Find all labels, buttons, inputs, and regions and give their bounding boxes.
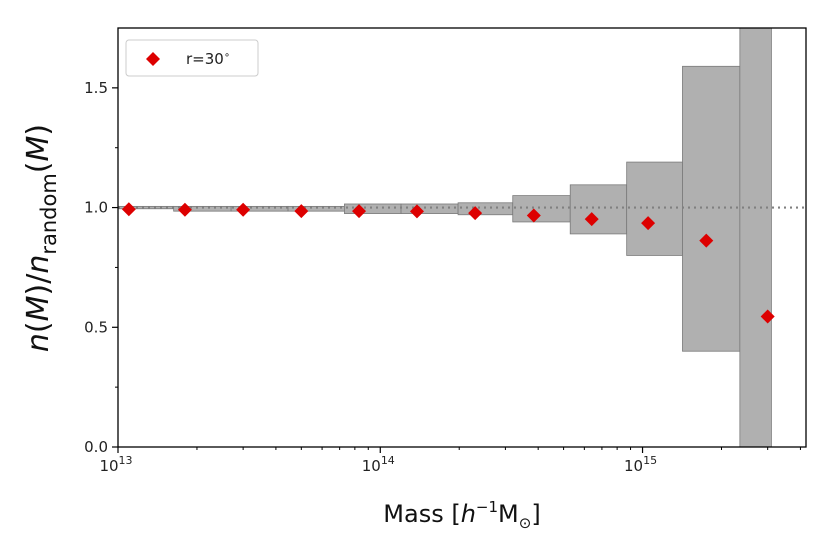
y-tick-label-3: 1.5 — [84, 79, 108, 97]
band-bin-4 — [344, 203, 402, 214]
y-tick-label-2: 1.0 — [84, 199, 108, 217]
x-axis-label-sub: ⊙ — [519, 514, 532, 532]
plot-frame — [117, 27, 807, 448]
legend-box — [125, 39, 259, 77]
x-axis-label-sup: −1 — [476, 498, 498, 516]
y-axis-label-m: M — [21, 295, 56, 321]
data-point-9 — [641, 216, 656, 231]
band-bin-5 — [400, 203, 459, 214]
legend-label-text: r=30 — [186, 50, 224, 68]
legend-marker — [146, 52, 160, 66]
data-point-10 — [699, 233, 714, 248]
y-axis-label-open: ( — [21, 321, 56, 333]
x-tick-label-1: 1014 — [362, 454, 395, 475]
data-point-1 — [177, 202, 192, 217]
data-point-11 — [760, 309, 775, 324]
data-point-7 — [526, 208, 541, 223]
y-axis-label-m2: M — [21, 135, 56, 161]
legend-label-degree: ∘ — [224, 50, 230, 61]
x-axis-label-close: ] — [531, 500, 540, 528]
y-axis-label-n: n — [21, 333, 56, 352]
y-axis-label-open2: ( — [21, 161, 56, 173]
band-bin-11 — [739, 27, 772, 448]
x-axis-label-h: h — [461, 500, 476, 528]
data-point-0 — [121, 202, 136, 217]
error-band — [117, 27, 772, 448]
data-point-2 — [236, 202, 251, 217]
band-bin-6 — [457, 202, 514, 216]
band-bin-8 — [569, 184, 628, 235]
data-point-6 — [468, 206, 483, 221]
y-axis-label: n(M)/nrandom(M) — [21, 124, 61, 352]
x-axis-label-main: Mass [ — [383, 500, 460, 528]
x-axis-label: Mass [h−1M⊙] — [383, 498, 540, 532]
y-tick-label-1: 0.5 — [84, 318, 108, 336]
legend: r=30∘ — [125, 39, 259, 77]
data-points — [121, 202, 775, 324]
axis-ticks: 0.0 0.5 1.0 1.5 1013 1014 1015 — [84, 79, 801, 475]
x-tick-label-0: 1013 — [99, 454, 132, 475]
data-point-4 — [352, 204, 367, 219]
band-bin-7 — [512, 195, 571, 223]
y-axis-label-close: ) — [21, 124, 56, 136]
band-bin-10 — [682, 65, 741, 352]
y-axis-label-sub: random — [37, 173, 61, 254]
y-tick-label-0: 0.0 — [84, 438, 108, 456]
legend-label: r=30∘ — [186, 50, 230, 68]
data-point-3 — [294, 204, 309, 219]
y-axis-label-n2: n — [21, 255, 56, 274]
x-tick-label-2: 1015 — [624, 454, 657, 475]
band-bin-9 — [626, 161, 683, 256]
x-axis-label-unit: M — [498, 500, 519, 528]
y-axis-label-mid: )/ — [21, 273, 56, 296]
data-point-8 — [584, 212, 599, 227]
data-point-5 — [409, 204, 424, 219]
